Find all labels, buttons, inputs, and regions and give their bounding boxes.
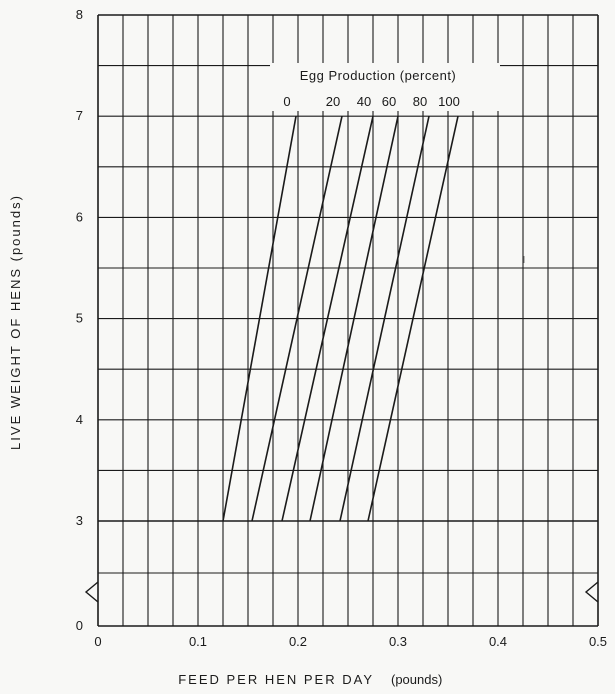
x-tick-label: 0.3 xyxy=(389,634,407,649)
series-line-60 xyxy=(309,116,399,522)
legend-label-100: 100 xyxy=(438,94,460,109)
x-tick-label: 0 xyxy=(94,634,101,649)
series-line-100 xyxy=(367,116,459,522)
legend-label-20: 20 xyxy=(326,94,340,109)
x-tick-label: 0.1 xyxy=(189,634,207,649)
x-axis-unit: (pounds) xyxy=(391,672,442,687)
legend-label-80: 80 xyxy=(413,94,427,109)
legend-title: Egg Production (percent) xyxy=(300,68,457,83)
x-tick-label: 0.2 xyxy=(289,634,307,649)
axis-break-left xyxy=(84,581,99,603)
y-axis-title: LIVE WEIGHT OF HENS (pounds) xyxy=(8,194,23,450)
x-axis-title: FEED PER HEN PER DAY xyxy=(178,672,374,687)
series-line-40 xyxy=(281,116,374,522)
y-tick-label: 4 xyxy=(76,412,83,427)
y-tick-label: 3 xyxy=(76,513,83,528)
y-tick-label: 7 xyxy=(76,108,83,123)
y-tick-label: 8 xyxy=(76,7,83,22)
axis-break-right xyxy=(584,581,599,603)
series-line-80 xyxy=(339,116,430,522)
legend-label-0: 0 xyxy=(283,94,290,109)
legend-label-40: 40 xyxy=(357,94,371,109)
y-tick-label: 5 xyxy=(76,311,83,326)
y-tick-label: 6 xyxy=(76,209,83,224)
legend-box xyxy=(270,63,500,111)
legend-label-60: 60 xyxy=(382,94,396,109)
series-line-0 xyxy=(222,116,297,522)
y-tick-label: 0 xyxy=(76,618,83,633)
x-tick-label: 0.4 xyxy=(489,634,507,649)
series-line-20 xyxy=(251,116,343,522)
x-tick-label: 0.5 xyxy=(589,634,607,649)
